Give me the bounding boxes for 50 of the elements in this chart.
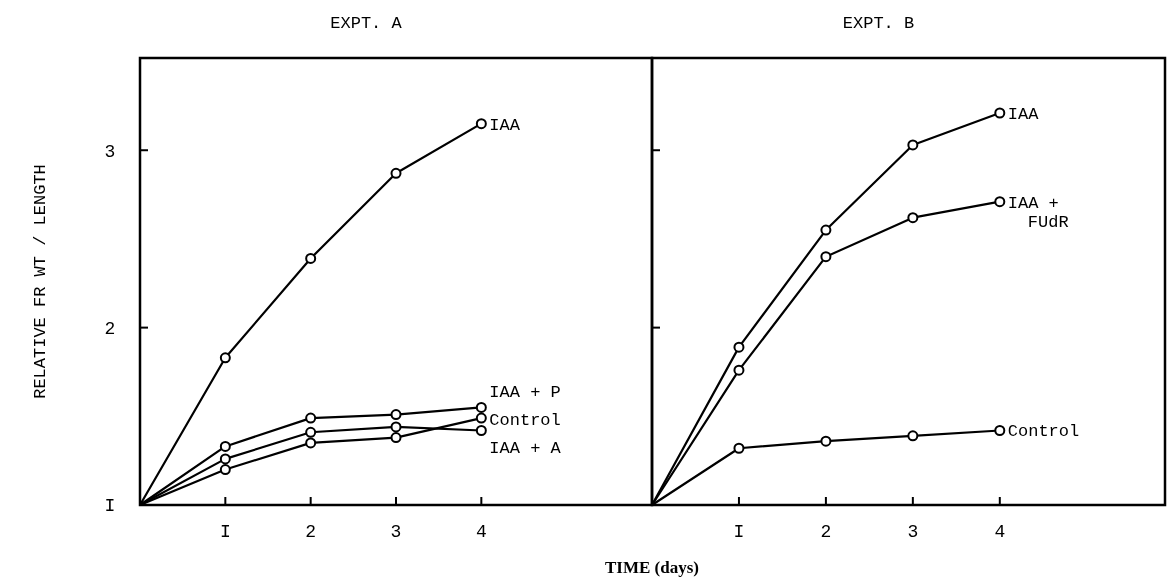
series-label: IAA + FUdR bbox=[1007, 193, 1069, 233]
series-label: IAA bbox=[1007, 104, 1040, 124]
point bbox=[390, 167, 402, 179]
point bbox=[219, 453, 231, 465]
point bbox=[907, 212, 919, 224]
point bbox=[733, 442, 745, 454]
point bbox=[994, 425, 1006, 436]
point bbox=[475, 401, 487, 413]
x-tick-label: 4 bbox=[475, 522, 487, 542]
point bbox=[305, 252, 317, 264]
x-tick-label: 2 bbox=[820, 522, 832, 542]
point bbox=[390, 432, 402, 444]
x-tick-label: I bbox=[219, 522, 231, 542]
y-axis-title: RELATIVE FR WT / LENGTH bbox=[31, 164, 50, 399]
point bbox=[219, 464, 231, 476]
point bbox=[219, 440, 231, 452]
point bbox=[994, 196, 1006, 208]
point bbox=[820, 224, 832, 236]
point bbox=[475, 412, 487, 424]
point bbox=[305, 437, 317, 449]
series-label: Control bbox=[489, 410, 561, 430]
point bbox=[475, 118, 487, 130]
series-label: IAA + P bbox=[489, 382, 561, 402]
y-tick-label: 2 bbox=[104, 318, 116, 339]
point bbox=[907, 139, 919, 151]
x-tick-label: 2 bbox=[305, 522, 317, 542]
point bbox=[820, 435, 832, 447]
point bbox=[390, 409, 402, 421]
point bbox=[390, 421, 402, 433]
point bbox=[733, 364, 745, 376]
series-label: IAA + A bbox=[489, 438, 562, 458]
point bbox=[733, 341, 745, 353]
y-tick-label: I bbox=[104, 496, 116, 517]
point bbox=[994, 107, 1006, 119]
x-tick-label: 3 bbox=[907, 522, 919, 542]
x-axis-title: TIME (days) bbox=[605, 558, 699, 577]
point bbox=[820, 251, 832, 263]
series-label: IAA bbox=[489, 115, 521, 135]
point bbox=[305, 412, 317, 424]
point bbox=[219, 352, 231, 364]
series-label: Control bbox=[1007, 422, 1080, 442]
point bbox=[305, 426, 317, 438]
x-tick-label: 4 bbox=[994, 522, 1006, 542]
x-tick-label: I bbox=[733, 522, 745, 542]
point bbox=[907, 430, 919, 442]
chart-title: EXPT. A bbox=[330, 14, 403, 33]
x-tick-label: 3 bbox=[390, 522, 402, 542]
chart-title: EXPT. B bbox=[842, 14, 915, 33]
y-tick-label: 3 bbox=[104, 141, 116, 162]
point bbox=[475, 425, 487, 436]
